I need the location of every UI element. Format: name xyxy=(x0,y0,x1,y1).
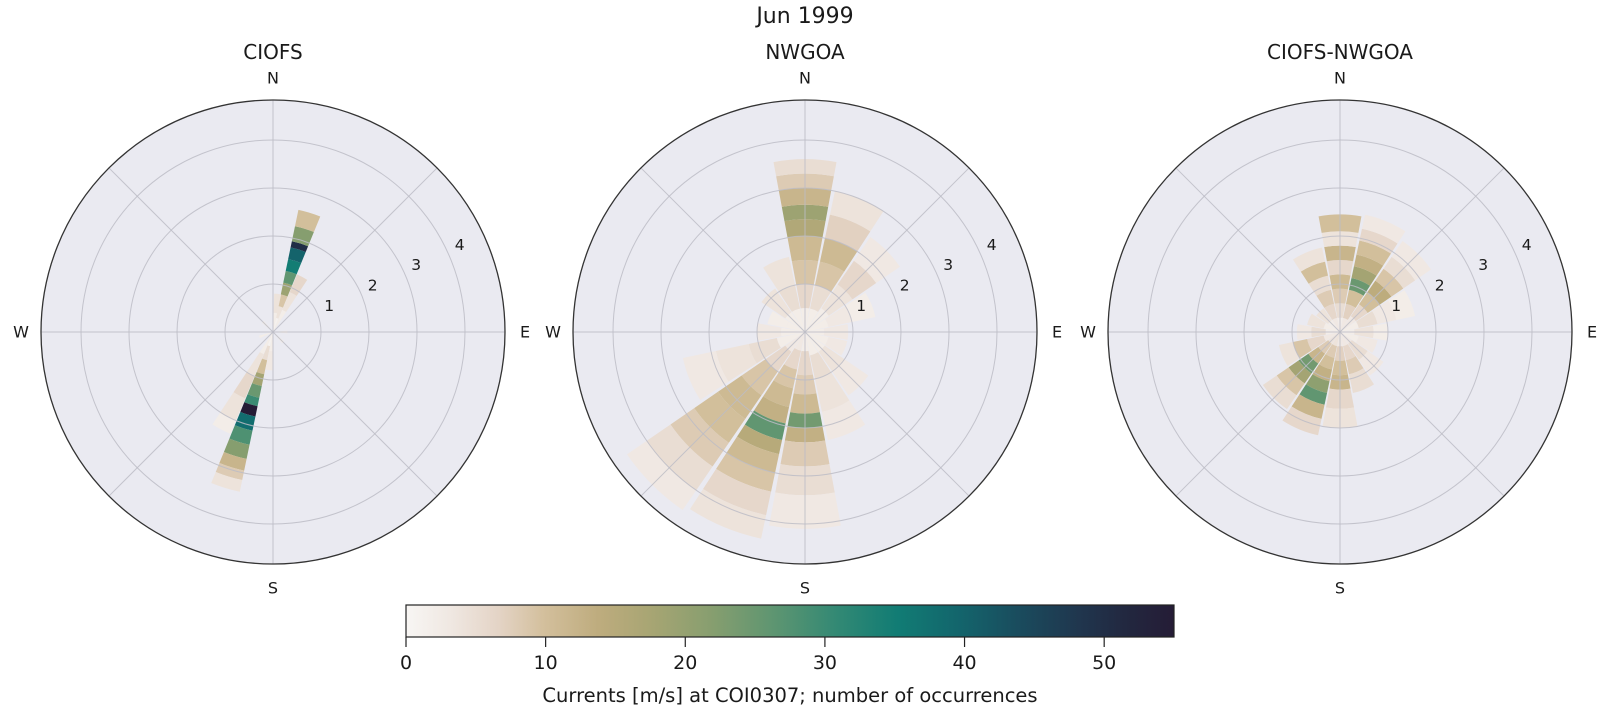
cardinal-label-n: N xyxy=(799,69,811,88)
subplot-title-nwgoa: NWGOA xyxy=(765,40,845,64)
polar-plot-ciofs-nwgoa: N E S W 1 2 3 4 xyxy=(1080,69,1597,598)
radial-tick-label: 1 xyxy=(324,297,334,315)
polar-axes-edge xyxy=(1107,99,1573,565)
cardinal-label-w: W xyxy=(545,323,561,342)
polar-grid xyxy=(1108,100,1572,564)
polar-plot-nwgoa: N E S W 1 2 3 4 xyxy=(545,69,1062,598)
radial-tick-label: 3 xyxy=(943,256,953,274)
colorbar-tick-label: 10 xyxy=(534,652,558,674)
cardinal-label-s: S xyxy=(800,579,810,598)
cardinal-label-e: E xyxy=(520,323,530,342)
colorbar-tick-label: 30 xyxy=(813,652,837,674)
polar-axes-edge xyxy=(40,99,506,565)
colorbar-tick-label: 50 xyxy=(1092,652,1116,674)
colorbar-tick-label: 40 xyxy=(952,652,976,674)
radial-tick-label: 3 xyxy=(1478,256,1488,274)
radial-tick-label: 4 xyxy=(455,236,465,254)
radial-tick-label: 3 xyxy=(411,256,421,274)
cardinal-label-s: S xyxy=(268,579,278,598)
cardinal-label-s: S xyxy=(1335,579,1345,598)
subplot-title-ciofs-nwgoa: CIOFS-NWGOA xyxy=(1267,40,1413,64)
polar-axes-edge xyxy=(572,99,1038,565)
cardinal-label-e: E xyxy=(1052,323,1062,342)
radial-tick-label: 1 xyxy=(1391,297,1401,315)
radial-tick-label: 2 xyxy=(900,277,910,295)
radial-tick-label: 4 xyxy=(1522,236,1532,254)
radial-tick-label: 2 xyxy=(1435,277,1445,295)
radial-tick-label: 4 xyxy=(987,236,997,254)
cardinal-label-w: W xyxy=(1080,323,1096,342)
radial-tick-label: 1 xyxy=(856,297,866,315)
cardinal-label-n: N xyxy=(1334,69,1346,88)
colorbar: 0 10 20 30 40 50 xyxy=(400,604,1175,674)
polar-grid xyxy=(573,100,1037,564)
cardinal-label-n: N xyxy=(267,69,279,88)
figure-title: Jun 1999 xyxy=(756,4,854,29)
radial-tick-label: 2 xyxy=(368,277,378,295)
colorbar-tick-label: 20 xyxy=(673,652,697,674)
polar-plot-ciofs: N E S W 1 2 3 4 xyxy=(13,69,530,598)
colorbar-label: Currents [m/s] at COI0307; number of occ… xyxy=(542,684,1038,707)
colorbar-gradient xyxy=(405,604,1175,638)
subplot-title-ciofs: CIOFS xyxy=(243,40,303,64)
colorbar-tick-label: 0 xyxy=(400,652,412,674)
polar-grid xyxy=(41,100,505,564)
cardinal-label-e: E xyxy=(1587,323,1597,342)
cardinal-label-w: W xyxy=(13,323,29,342)
